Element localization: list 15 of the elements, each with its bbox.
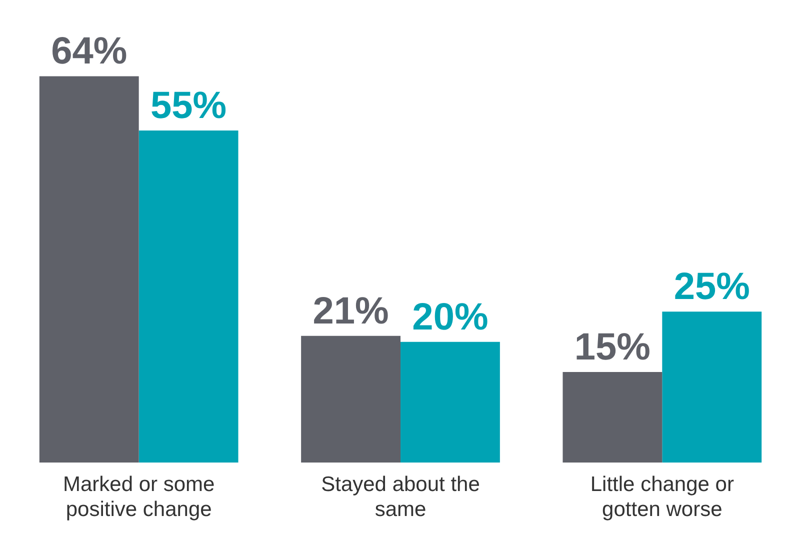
data-label: 21%	[312, 290, 389, 332]
x-tick-label: Marked or some positive change	[62, 472, 215, 522]
data-label: 20%	[412, 296, 488, 338]
data-label: 64%	[51, 30, 128, 73]
bar	[39, 76, 139, 463]
x-tick-label: Little change or gotten worse	[590, 472, 734, 522]
bar	[662, 312, 762, 463]
data-label: 25%	[674, 266, 750, 308]
bar	[400, 342, 500, 463]
bar	[301, 336, 400, 463]
bar	[562, 372, 662, 463]
bar	[138, 130, 238, 463]
data-label: 15%	[574, 326, 650, 369]
x-tick-label: Stayed about the same	[321, 472, 480, 522]
data-label: 55%	[150, 85, 227, 128]
